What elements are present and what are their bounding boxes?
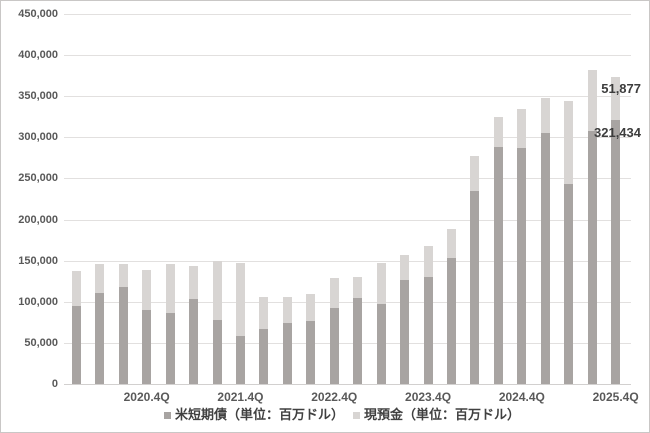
- bar-segment-tbills: [142, 309, 152, 384]
- gridline: [64, 55, 631, 57]
- gridline: [64, 96, 631, 98]
- x-tick-label: 2021.4Q: [217, 390, 264, 404]
- bar-segment-tbills: [306, 320, 316, 384]
- bar-segment-tbills: [353, 298, 363, 384]
- bar-segment-tbills: [165, 312, 175, 384]
- bar-segment-cash: [353, 276, 363, 299]
- x-tick-label: 2022.4Q: [311, 390, 358, 404]
- bar-segment-cash: [235, 263, 245, 336]
- bar-segment-cash: [400, 254, 410, 280]
- y-tick-label: 150,000: [18, 254, 58, 267]
- y-tick-label: 350,000: [18, 90, 58, 103]
- bar-segment-tbills: [540, 132, 550, 384]
- bar-segment-tbills: [493, 147, 503, 384]
- bar-segment-tbills: [71, 305, 81, 384]
- x-axis-baseline: [64, 384, 631, 385]
- bar-segment-cash: [95, 263, 105, 294]
- bar-segment-cash: [564, 101, 574, 184]
- bar-segment-cash: [329, 278, 339, 308]
- bar-segment-tbills: [189, 298, 199, 384]
- data-label-cash: 51,877: [601, 81, 641, 97]
- bar-segment-tbills: [587, 130, 597, 384]
- bar-segment-tbills: [470, 191, 480, 384]
- gridline: [64, 260, 631, 262]
- bar-segment-cash: [282, 297, 292, 323]
- bar-segment-cash: [165, 264, 175, 313]
- x-tick-label: 2025.4Q: [592, 390, 639, 404]
- bar-segment-tbills: [235, 335, 245, 384]
- bar-segment-tbills: [259, 328, 269, 384]
- y-tick-label: 0: [51, 378, 58, 390]
- bar-segment-tbills: [95, 293, 105, 384]
- gridline: [64, 301, 631, 303]
- x-tick-label: 2023.4Q: [405, 390, 452, 404]
- bar-segment-cash: [470, 156, 480, 192]
- plot-area: [64, 14, 631, 385]
- bar-segment-cash: [259, 296, 269, 329]
- bar-segment-tbills: [282, 322, 292, 384]
- gridline: [64, 137, 631, 139]
- legend-label-tbills: 米短期債（単位：百万ドル）: [174, 407, 344, 422]
- legend-entry-cash: 現預金（単位：百万ドル）: [353, 407, 520, 423]
- y-tick-label: 400,000: [18, 49, 58, 62]
- bar-segment-tbills: [423, 277, 433, 384]
- legend: 米短期債（単位：百万ドル） 現預金（単位：百万ドル）: [18, 407, 649, 423]
- bar-segment-tbills: [329, 307, 339, 384]
- bar-segment-cash: [587, 70, 597, 131]
- bar-segment-tbills: [376, 304, 386, 384]
- bar-segment-tbills: [447, 257, 456, 384]
- bar-segment-cash: [517, 109, 527, 149]
- bar-segment-cash: [142, 270, 152, 310]
- bar-segment-tbills: [611, 119, 621, 384]
- x-tick-label: 2020.4Q: [123, 390, 170, 404]
- tbills-legend-marker-icon: [163, 411, 171, 419]
- legend-entry-tbills: 米短期債（単位：百万ドル）: [163, 407, 344, 423]
- bar-segment-cash: [423, 246, 433, 278]
- bar-segment-cash: [71, 271, 81, 306]
- bar-segment-cash: [611, 77, 621, 120]
- bar-segment-tbills: [564, 183, 574, 384]
- y-tick-label: 100,000: [18, 295, 58, 308]
- gridline: [64, 342, 631, 344]
- y-tick-label: 250,000: [18, 172, 58, 185]
- data-label-tbills: 321,434: [594, 124, 641, 140]
- bar-segment-cash: [189, 265, 199, 299]
- bar-segment-tbills: [118, 286, 128, 384]
- y-tick-label: 50,000: [24, 336, 58, 349]
- cash-legend-marker-icon: [353, 411, 360, 419]
- bar-segment-cash: [540, 98, 550, 133]
- gridline: [64, 178, 631, 180]
- bar-segment-tbills: [517, 148, 527, 384]
- bar-segment-cash: [447, 228, 456, 258]
- y-tick-label: 450,000: [18, 8, 58, 20]
- y-tick-label: 200,000: [18, 213, 58, 226]
- bar-segment-cash: [212, 261, 222, 320]
- bar-segment-cash: [376, 262, 386, 304]
- bar-segment-cash: [306, 294, 316, 321]
- x-tick-label: 2024.4Q: [498, 390, 545, 404]
- bar-segment-cash: [493, 116, 503, 148]
- legend-label-cash: 現預金（単位：百万ドル）: [364, 407, 521, 422]
- bar-segment-tbills: [400, 280, 410, 384]
- bar-segment-cash: [118, 264, 128, 287]
- gridline: [64, 219, 631, 221]
- y-tick-label: 300,000: [18, 131, 58, 144]
- bar-segment-tbills: [212, 319, 222, 384]
- gridline: [64, 14, 631, 15]
